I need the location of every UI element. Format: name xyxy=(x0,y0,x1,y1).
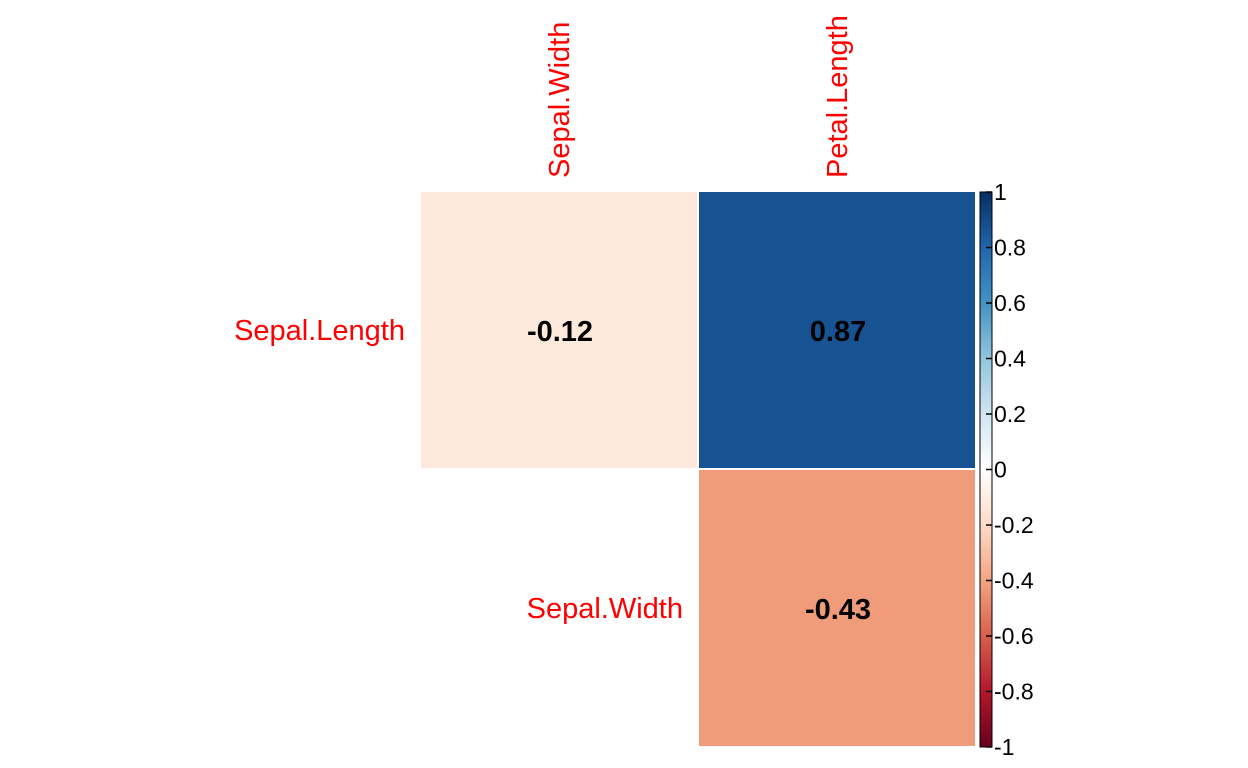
colorbar-tick-label: 0 xyxy=(994,457,1007,483)
colorbar-tick-label: -0.6 xyxy=(994,623,1034,649)
colorbar-tick-label: -0.2 xyxy=(994,512,1034,538)
colorbar-tick-label: 1 xyxy=(994,179,1007,205)
colorbar-tick-label: 0.4 xyxy=(994,346,1026,372)
colorbar-tick-label: -0.4 xyxy=(994,568,1034,594)
cell-value-label: 0.87 xyxy=(810,316,866,348)
column-label: Sepal.Width xyxy=(544,22,576,178)
heatmap-cell xyxy=(421,192,697,468)
colorbar-tick-label: 0.8 xyxy=(994,235,1026,261)
heatmap-cell xyxy=(699,192,975,468)
heatmap-cell xyxy=(699,470,975,746)
colorbar-tick-label: 0.6 xyxy=(994,290,1026,316)
cell-value-label: -0.43 xyxy=(805,594,871,626)
colorbar-tick-label: 0.2 xyxy=(994,401,1026,427)
row-label: Sepal.Width xyxy=(527,593,683,625)
colorbar-tick-label: -1 xyxy=(994,734,1014,760)
row-label: Sepal.Length xyxy=(234,315,405,347)
colorbar-tick-label: -0.8 xyxy=(994,679,1034,705)
column-label: Petal.Length xyxy=(822,15,854,178)
cell-value-label: -0.12 xyxy=(527,316,593,348)
